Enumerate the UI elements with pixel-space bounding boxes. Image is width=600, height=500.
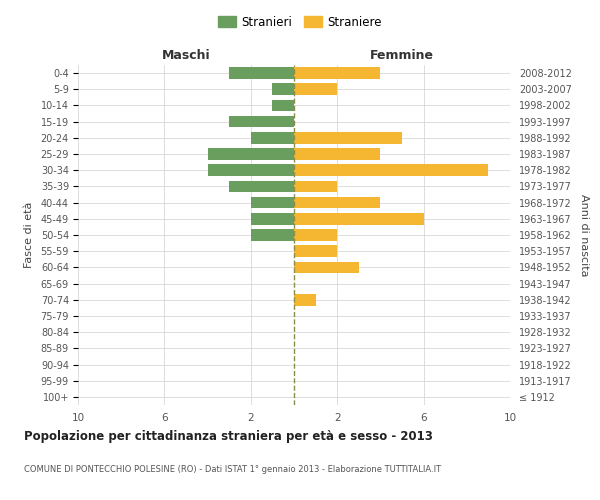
Text: Maschi: Maschi xyxy=(161,49,211,62)
Text: Popolazione per cittadinanza straniera per età e sesso - 2013: Popolazione per cittadinanza straniera p… xyxy=(24,430,433,443)
Bar xyxy=(251,213,294,224)
Bar xyxy=(294,164,488,176)
Bar xyxy=(229,116,294,128)
Bar xyxy=(208,164,294,176)
Bar xyxy=(251,197,294,208)
Text: COMUNE DI PONTECCHIO POLESINE (RO) - Dati ISTAT 1° gennaio 2013 - Elaborazione T: COMUNE DI PONTECCHIO POLESINE (RO) - Dat… xyxy=(24,465,441,474)
Bar xyxy=(294,197,380,208)
Bar xyxy=(272,100,294,112)
Bar xyxy=(251,132,294,143)
Y-axis label: Anni di nascita: Anni di nascita xyxy=(579,194,589,276)
Bar xyxy=(294,180,337,192)
Bar xyxy=(294,132,402,143)
Bar xyxy=(294,229,337,241)
Bar xyxy=(294,213,424,224)
Legend: Stranieri, Straniere: Stranieri, Straniere xyxy=(213,11,387,34)
Bar xyxy=(272,84,294,95)
Bar xyxy=(294,246,337,257)
Bar xyxy=(294,68,380,79)
Bar xyxy=(208,148,294,160)
Bar xyxy=(294,84,337,95)
Bar xyxy=(294,294,316,306)
Bar xyxy=(294,148,380,160)
Bar xyxy=(229,180,294,192)
Bar xyxy=(229,68,294,79)
Y-axis label: Fasce di età: Fasce di età xyxy=(23,202,34,268)
Bar xyxy=(294,262,359,273)
Text: Femmine: Femmine xyxy=(370,49,434,62)
Bar xyxy=(251,229,294,241)
